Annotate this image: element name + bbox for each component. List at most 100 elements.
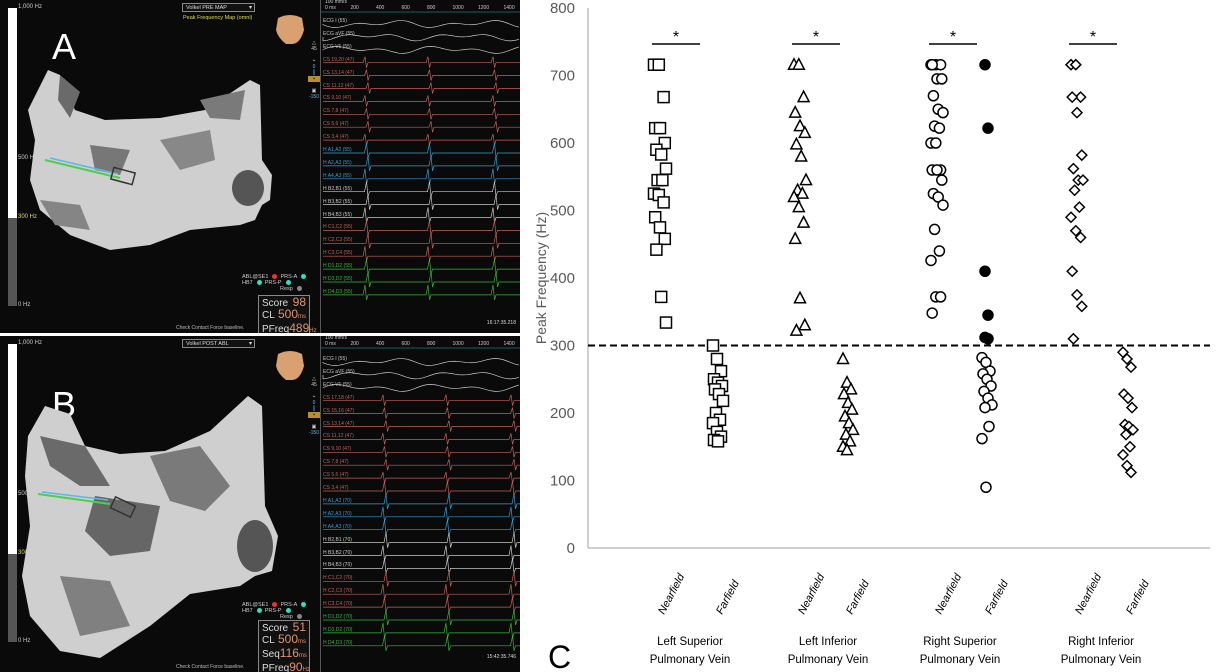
egm-trace	[323, 271, 520, 288]
layers-icon[interactable]: ▪	[313, 394, 315, 400]
data-point-square	[709, 406, 723, 420]
data-point-square	[706, 339, 720, 352]
egm-trace	[323, 259, 520, 275]
data-point-circle-filled	[982, 333, 994, 345]
colorbar-threshold-handle[interactable]: 300 Hz	[18, 214, 38, 220]
data-point-triangle	[839, 426, 853, 440]
time-tick: 800	[427, 5, 436, 11]
egm-trace	[323, 571, 520, 587]
trace-label: CS 9,10 (47)	[323, 446, 352, 453]
time-tick: 1400	[503, 341, 515, 347]
atrium-3d-map[interactable]	[0, 336, 310, 672]
egm-trace	[323, 181, 520, 197]
folder-icon[interactable]: ▪	[308, 76, 320, 82]
data-point-triangle	[795, 186, 810, 199]
layers-icon[interactable]: ▪	[313, 58, 315, 64]
data-point-circle-filled	[979, 58, 991, 71]
data-point-circle	[932, 191, 944, 203]
toolbar-value-c: -150	[308, 430, 319, 436]
egm-trace	[323, 142, 520, 159]
data-point-triangle	[836, 351, 850, 365]
time-tick: 600	[401, 341, 410, 347]
data-point-square	[712, 387, 726, 401]
trace-label: H B2,B1 (55)	[323, 185, 352, 192]
map-select-dropdown[interactable]: Volkel PRE MAP	[182, 3, 255, 12]
torso-orientation-icon[interactable]	[272, 346, 308, 382]
data-point-diamond	[1070, 288, 1084, 301]
data-point-triangle	[793, 118, 807, 132]
trace-label: H D3,D2 (55)	[323, 276, 353, 282]
data-point-circle	[925, 58, 937, 71]
data-point-square	[658, 232, 672, 246]
map-select-dropdown[interactable]: Volkel POST ABL	[182, 339, 255, 348]
data-point-circle	[930, 58, 942, 71]
folder-icon[interactable]: ▪	[308, 412, 320, 418]
sweep-speed: 100 mm/s	[325, 336, 347, 341]
data-point-triangle	[836, 439, 850, 452]
data-point-diamond	[1067, 332, 1080, 345]
score-box: Score 51 CL 500ms Seq 116ms PFreq 90Hz	[258, 620, 310, 672]
data-point-diamond	[1126, 423, 1140, 436]
data-point-diamond	[1121, 392, 1135, 405]
data-point-diamond	[1072, 174, 1085, 187]
image-icon[interactable]: ▣	[311, 424, 317, 430]
trace-label: H C2,C3 (70)	[323, 588, 353, 595]
slider-icon[interactable]: ┃	[312, 70, 316, 76]
data-point-diamond	[1076, 174, 1090, 187]
egm-trace	[322, 358, 520, 366]
data-point-square	[656, 173, 669, 187]
trace-label: H C3,C4 (55)	[323, 250, 353, 257]
data-point-triangle	[798, 125, 812, 139]
group-label: Right Superior Pulmonary Vein	[920, 636, 1001, 666]
data-point-diamond	[1117, 388, 1131, 401]
torso-orientation-icon[interactable]	[272, 10, 308, 46]
data-point-square	[710, 425, 724, 439]
mountain-icon[interactable]: △	[312, 40, 316, 46]
data-point-square	[714, 364, 728, 378]
cl-label: CL	[262, 635, 275, 646]
pfreq-unit: Hz	[302, 667, 310, 672]
toolbar-value-a: 45	[311, 382, 317, 388]
data-point-square	[706, 416, 720, 430]
map-type-label: Peak Frequency Map (omni)	[183, 15, 253, 21]
trace-label: H B2,B1 (70)	[323, 536, 352, 543]
slider-icon[interactable]: ┃	[312, 406, 316, 412]
data-point-circle	[925, 254, 937, 267]
data-point-triangle	[789, 136, 804, 150]
data-point-square	[653, 121, 667, 135]
data-point-circle	[934, 291, 947, 303]
data-point-triangle	[798, 317, 812, 331]
group-label: Left Inferior Pulmonary Vein	[788, 636, 869, 666]
legend-resp: Resp	[280, 614, 293, 620]
data-point-diamond	[1070, 106, 1084, 119]
x-category-label: Farfield	[1124, 578, 1152, 617]
data-point-square	[647, 58, 661, 71]
data-point-triangle	[845, 402, 859, 415]
egm-trace	[323, 233, 520, 249]
egm-trace	[323, 133, 520, 146]
image-icon[interactable]: ▣	[311, 88, 317, 94]
data-point-square	[647, 187, 661, 200]
legend-resp: Resp	[280, 286, 293, 292]
trace-label: H D4,D3 (55)	[323, 288, 353, 295]
data-point-square	[650, 243, 663, 256]
time-tick: 1400	[503, 5, 515, 11]
timestamp: 16:17:35.218	[486, 320, 516, 326]
data-point-triangle	[794, 148, 808, 162]
data-point-diamond	[1125, 401, 1139, 414]
data-point-diamond	[1068, 184, 1081, 197]
catheter-legend: ABL@SE1 PRS-A HB7 PRS-P Resp	[242, 602, 307, 620]
data-point-triangle	[840, 375, 854, 388]
trace-label: CS 7,8 (47)	[323, 108, 349, 115]
data-point-circle	[979, 401, 991, 414]
data-point-triangle	[796, 215, 811, 228]
legend-prs-a: PRS-A	[280, 602, 298, 608]
data-point-triangle	[788, 231, 802, 245]
data-point-triangle	[843, 433, 857, 447]
y-tick-label: 200	[550, 405, 575, 422]
mountain-icon[interactable]: △	[312, 376, 316, 382]
toolbar-value-a: 45	[311, 46, 317, 52]
atrium-3d-map[interactable]	[0, 0, 310, 333]
panel-letter-c: C	[548, 639, 571, 672]
data-point-circle	[983, 420, 995, 433]
